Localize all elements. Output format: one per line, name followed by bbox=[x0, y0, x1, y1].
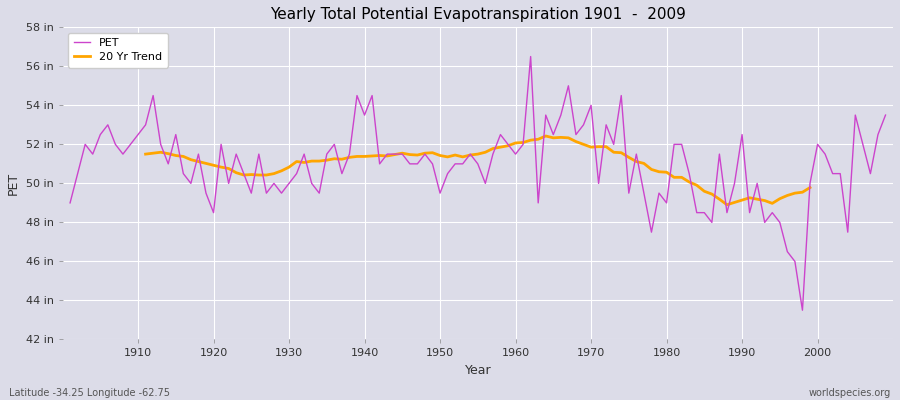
Legend: PET, 20 Yr Trend: PET, 20 Yr Trend bbox=[68, 33, 168, 68]
20 Yr Trend bbox=[722, 202, 733, 207]
20 Yr Trend bbox=[208, 163, 219, 168]
20 Yr Trend bbox=[276, 168, 287, 173]
X-axis label: Year: Year bbox=[464, 364, 491, 377]
Line: PET: PET bbox=[70, 56, 886, 310]
Text: worldspecies.org: worldspecies.org bbox=[809, 388, 891, 398]
20 Yr Trend bbox=[223, 166, 234, 171]
20 Yr Trend bbox=[540, 134, 551, 138]
PET bbox=[880, 113, 891, 118]
Title: Yearly Total Potential Evapotranspiration 1901  -  2009: Yearly Total Potential Evapotranspiratio… bbox=[270, 7, 686, 22]
PET bbox=[797, 308, 808, 313]
PET bbox=[526, 54, 536, 59]
20 Yr Trend bbox=[140, 152, 151, 156]
PET bbox=[608, 142, 619, 147]
20 Yr Trend bbox=[744, 195, 755, 200]
Line: 20 Yr Trend: 20 Yr Trend bbox=[146, 136, 810, 205]
PET bbox=[65, 200, 76, 205]
PET bbox=[502, 142, 513, 147]
20 Yr Trend bbox=[397, 151, 408, 156]
PET bbox=[510, 152, 521, 156]
20 Yr Trend bbox=[805, 185, 815, 190]
PET bbox=[337, 171, 347, 176]
Y-axis label: PET: PET bbox=[7, 172, 20, 195]
PET bbox=[292, 171, 302, 176]
20 Yr Trend bbox=[480, 150, 491, 155]
PET bbox=[125, 142, 136, 147]
Text: Latitude -34.25 Longitude -62.75: Latitude -34.25 Longitude -62.75 bbox=[9, 388, 170, 398]
